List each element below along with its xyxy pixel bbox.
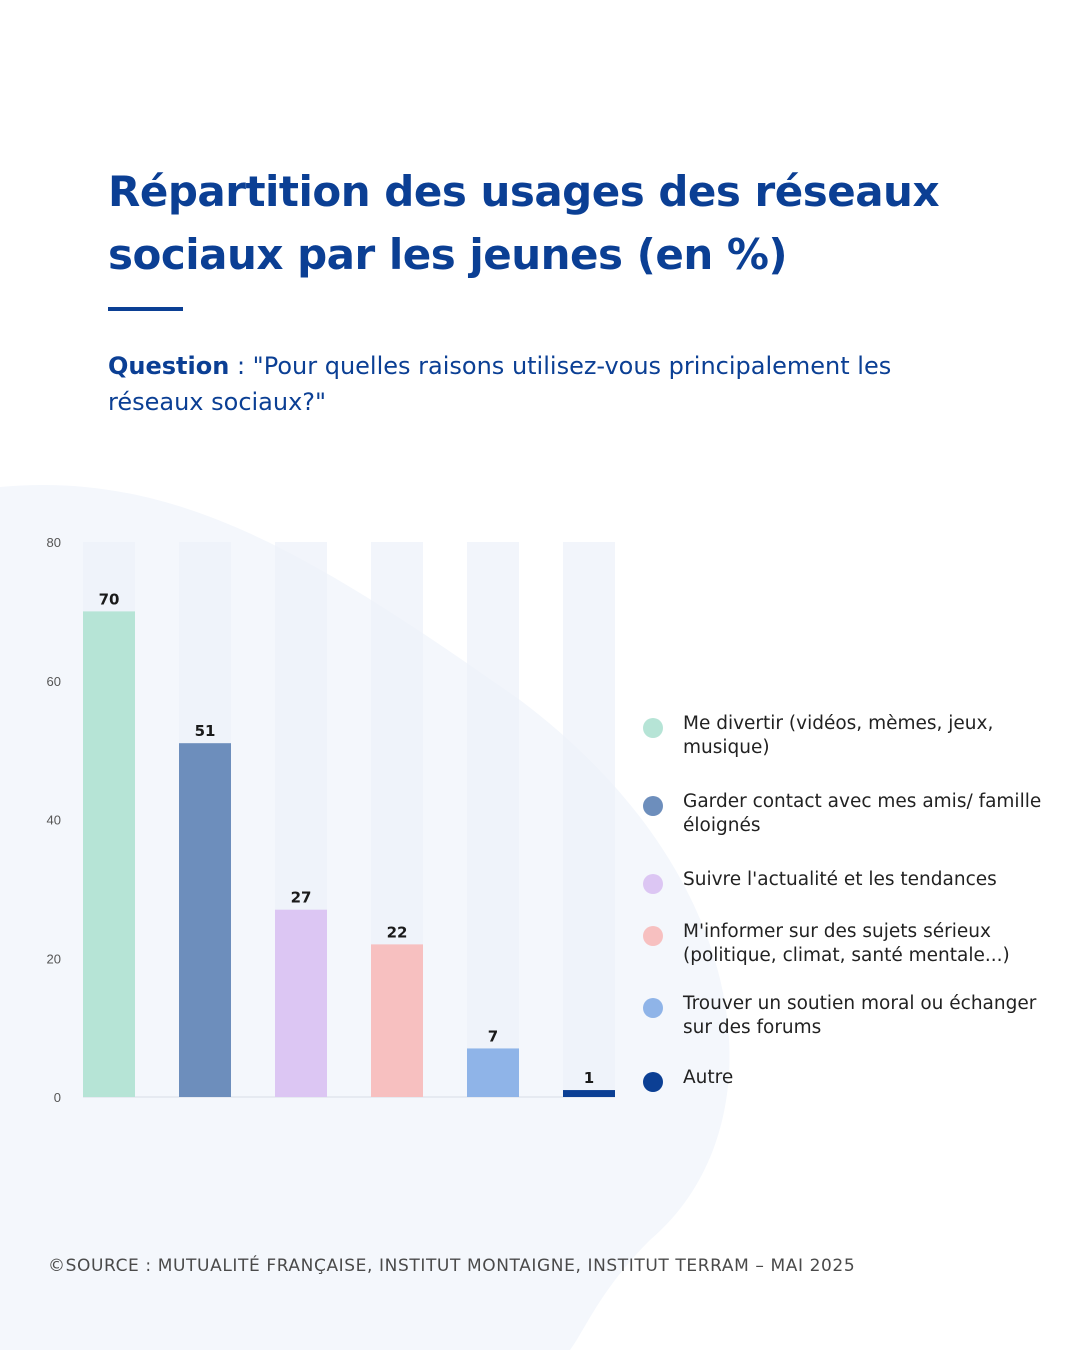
- legend-swatch: [643, 718, 663, 738]
- bar-value-label-3: 27: [291, 889, 312, 907]
- y-tick-label-80: 80: [47, 535, 61, 550]
- question-text: Question : "Pour quelles raisons utilise…: [108, 348, 948, 420]
- title-underline: [108, 307, 183, 311]
- bar-2: [179, 743, 231, 1097]
- bar-value-label-2: 51: [195, 722, 216, 740]
- source-line: ©SOURCE : MUTUALITÉ FRANÇAISE, INSTITUT …: [48, 1256, 1048, 1276]
- y-tick-label-40: 40: [47, 813, 61, 828]
- bar-5: [467, 1048, 519, 1097]
- legend-label: Garder contact avec mes amis/ famille él…: [683, 791, 1042, 836]
- bar-value-label-5: 7: [488, 1027, 498, 1045]
- legend-swatch: [643, 998, 663, 1018]
- bar-track-6: [563, 542, 615, 1097]
- page-title: Répartition des usages des réseaux socia…: [108, 167, 940, 279]
- y-tick-label-0: 0: [54, 1090, 61, 1105]
- bar-1: [83, 611, 135, 1097]
- bar-6: [563, 1090, 615, 1097]
- legend-swatch: [643, 926, 663, 946]
- legend-label: Me divertir (vidéos, mèmes, jeux, musiqu…: [683, 713, 994, 758]
- legend-label: Trouver un soutien moral ou échanger sur…: [683, 993, 1037, 1038]
- question-separator: :: [229, 352, 253, 380]
- source-text: MUTUALITÉ FRANÇAISE, INSTITUT MONTAIGNE,…: [157, 1256, 856, 1276]
- question-label: Question: [108, 352, 230, 380]
- y-tick-label-20: 20: [47, 951, 61, 966]
- legend-swatch: [643, 796, 663, 816]
- source-label: SOURCE: [65, 1256, 140, 1276]
- bar-track-5: [467, 542, 519, 1097]
- bar-value-label-4: 22: [387, 923, 408, 941]
- y-tick-label-60: 60: [47, 674, 61, 689]
- bar-value-label-6: 1: [584, 1069, 594, 1087]
- legend-label: M'informer sur des sujets sérieux (polit…: [683, 921, 1010, 966]
- bar-value-label-1: 70: [99, 590, 120, 608]
- bar-3: [275, 909, 327, 1097]
- bar-4: [371, 944, 423, 1097]
- bar-chart: 0 20 40 60 80 70 51 27 22 7 1: [47, 535, 615, 1105]
- copyright-icon: ©: [48, 1256, 66, 1276]
- legend-label: Suivre l'actualité et les tendances: [683, 869, 997, 890]
- legend-label: Autre: [683, 1067, 734, 1088]
- legend-swatch: [643, 874, 663, 894]
- question-body: "Pour quelles raisons utilisez-vous prin…: [108, 352, 892, 416]
- source-separator: :: [139, 1256, 158, 1276]
- legend-swatch: [643, 1072, 663, 1092]
